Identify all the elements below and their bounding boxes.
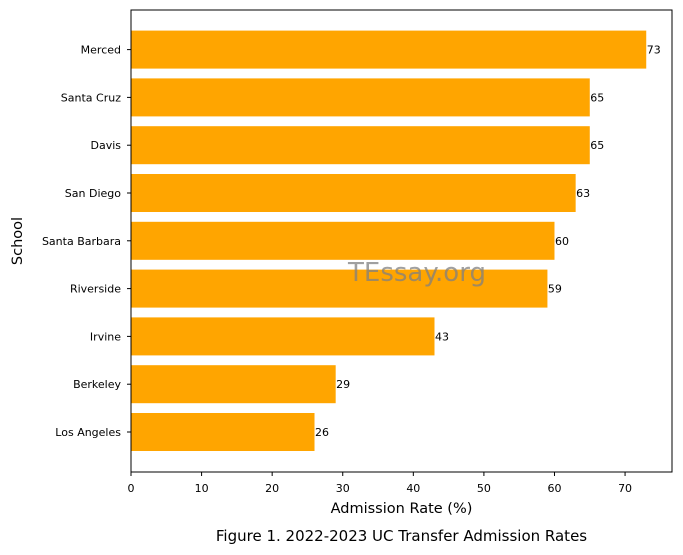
- y-tick-label: Santa Cruz: [61, 91, 121, 104]
- y-ticks-group: Los Angeles Berkeley Irvine Riverside Santa …: [42, 44, 131, 439]
- bar-value-label: 65: [590, 139, 604, 152]
- bar-berkeley: [131, 365, 336, 404]
- x-ticks-group: 0 10 20 30 40 50 60 70: [128, 472, 632, 495]
- y-tick-label: Berkeley: [73, 378, 121, 391]
- bar-value-label: 63: [576, 187, 590, 200]
- x-axis-label: Admission Rate (%): [331, 501, 473, 517]
- bar-value-label: 60: [555, 235, 569, 248]
- bar-irvine: [131, 317, 435, 356]
- x-tick-label: 20: [265, 482, 279, 495]
- x-tick-label: 30: [336, 482, 350, 495]
- y-tick-label: Irvine: [90, 330, 121, 343]
- bar-san-diego: [131, 174, 576, 212]
- bar-riverside: [131, 269, 548, 308]
- x-tick-label: 0: [128, 482, 135, 495]
- bar-value-label: 26: [315, 426, 329, 439]
- bar-merced: [131, 30, 647, 69]
- x-tick-label: 10: [195, 482, 209, 495]
- figure-caption: Figure 1. 2022-2023 UC Transfer Admissio…: [215, 527, 588, 545]
- bar-value-label: 59: [548, 283, 562, 296]
- y-tick-label: Riverside: [70, 283, 121, 296]
- bar-value-label: 43: [435, 330, 449, 343]
- bar-davis: [131, 126, 590, 165]
- x-tick-label: 50: [477, 482, 491, 495]
- y-tick-label: Davis: [90, 139, 121, 152]
- bar-labels-group: 26 29 43 59 60 63 65 65 73: [315, 44, 661, 439]
- bar-value-label: 29: [336, 378, 350, 391]
- bar-value-label: 73: [647, 44, 661, 57]
- bar-los-angeles: [131, 413, 315, 451]
- bar-value-label: 65: [590, 91, 604, 104]
- x-tick-label: 40: [406, 482, 420, 495]
- y-axis-label: School: [10, 217, 26, 265]
- y-tick-label: Los Angeles: [55, 426, 121, 439]
- bar-santa-cruz: [131, 78, 590, 117]
- bar-santa-barbara: [131, 221, 555, 260]
- x-tick-label: 60: [547, 482, 561, 495]
- plot-frame: [130, 9, 673, 473]
- x-tick-label: 70: [618, 482, 632, 495]
- y-tick-label: San Diego: [65, 187, 121, 200]
- y-tick-label: Santa Barbara: [42, 235, 121, 248]
- y-tick-label: Merced: [81, 44, 121, 57]
- bars-group: [131, 30, 647, 451]
- watermark: TEssay.org: [347, 258, 486, 288]
